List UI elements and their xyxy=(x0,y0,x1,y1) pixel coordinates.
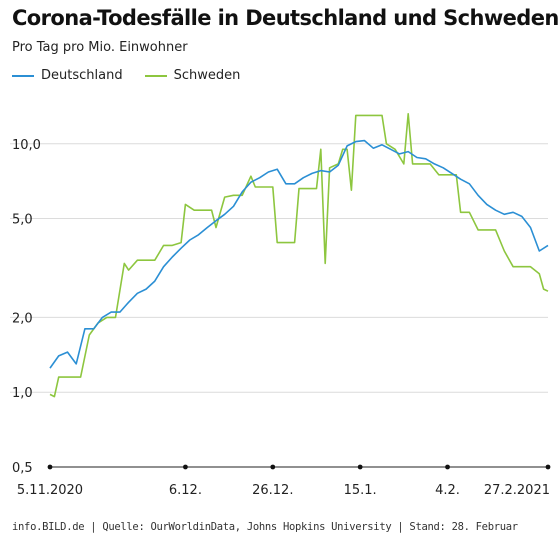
x-tick-dot-1 xyxy=(183,464,188,470)
chart-plot: 0,5 1,0 2,0 5,0 10,0 5.11.2020 6.12. 26.12. 15.1… xyxy=(10,113,551,498)
legend-item-schweden: Schweden xyxy=(144,68,241,83)
legend-swatch-deutschland xyxy=(12,74,34,77)
chart-subtitle: Pro Tag pro Mio. Einwohner xyxy=(12,40,188,55)
x-tick-dot-3 xyxy=(357,464,363,470)
legend-label-schweden: Schweden xyxy=(173,68,241,83)
legend-item-deutschland: Deutschland xyxy=(12,68,123,83)
x-tick-dot-4 xyxy=(445,464,450,470)
x-tick-label-1: 6.12. xyxy=(169,483,202,498)
x-tick-label-0: 5.11.2020 xyxy=(17,483,83,498)
series-line-deutschland xyxy=(49,139,549,369)
x-tick-dot-2 xyxy=(270,464,276,470)
x-tick-label-5: 27.2.2021 xyxy=(484,483,550,498)
legend: Deutschland Schweden xyxy=(12,68,262,83)
x-tick-label-4: 4.2. xyxy=(435,483,460,498)
y-tick-label-3: 5,0 xyxy=(12,213,33,228)
series-line-schweden xyxy=(49,113,549,398)
x-tick-label-3: 15.1. xyxy=(344,483,377,498)
y-tick-label-1: 1,0 xyxy=(12,386,33,401)
chart-title: Corona-Todesfälle in Deutschland und Sch… xyxy=(12,6,559,30)
source-footer: info.BILD.de | Quelle: OurWorldinData, J… xyxy=(12,521,518,533)
y-tick-label-4: 10,0 xyxy=(12,138,41,153)
x-tick-dot-5 xyxy=(545,464,551,470)
x-tick-dot-0 xyxy=(47,464,53,470)
legend-swatch-schweden xyxy=(144,74,167,77)
y-tick-label-0: 0,5 xyxy=(12,461,33,476)
legend-label-deutschland: Deutschland xyxy=(41,68,123,83)
y-tick-label-2: 2,0 xyxy=(12,311,33,326)
x-tick-label-2: 26.12. xyxy=(252,483,293,498)
